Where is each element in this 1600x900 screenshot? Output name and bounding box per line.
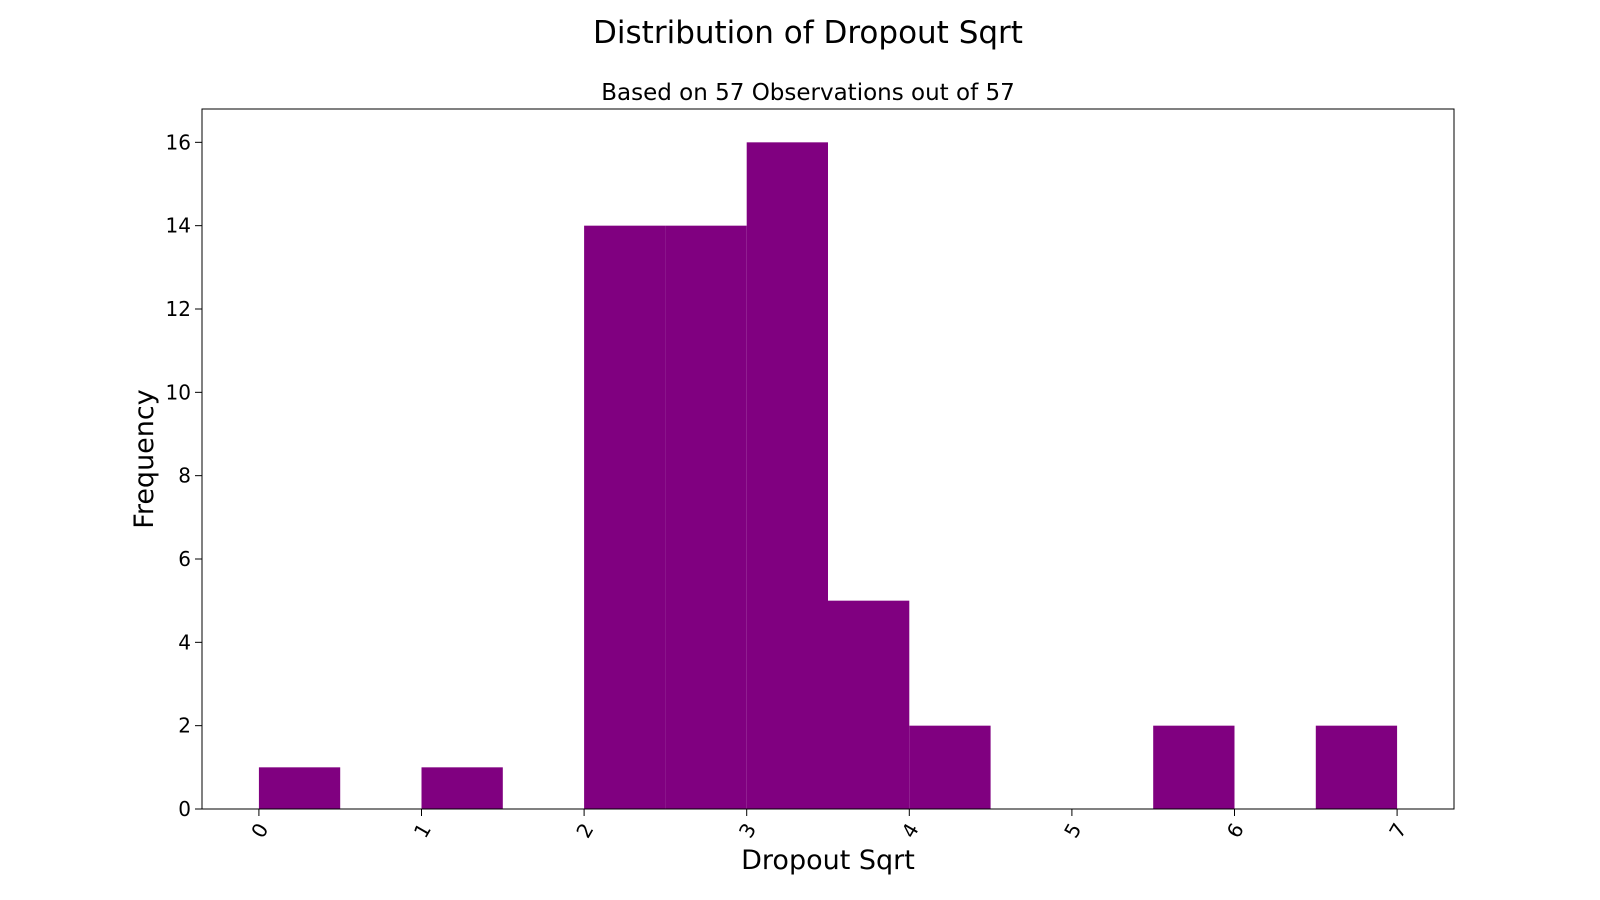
chart-title: Distribution of Dropout Sqrt xyxy=(593,15,1023,51)
x-tick-label: 7 xyxy=(1384,819,1411,842)
y-axis: 0 2 4 6 8 10 12 14 16 xyxy=(166,130,202,821)
histogram-bar xyxy=(258,767,341,809)
x-tick-label: 4 xyxy=(897,819,924,842)
y-tick-label: 12 xyxy=(166,297,191,321)
x-tick-label: 6 xyxy=(1222,819,1249,842)
x-tick-label: 5 xyxy=(1059,819,1086,842)
x-tick-label: 1 xyxy=(409,819,436,842)
y-tick-label: 4 xyxy=(178,630,191,654)
y-tick-label: 10 xyxy=(166,380,191,404)
histogram-bar xyxy=(421,767,503,809)
x-tick-label: 2 xyxy=(571,819,598,842)
histogram-bar xyxy=(1153,725,1235,809)
x-axis: 0 1 2 3 4 5 6 7 xyxy=(246,809,1411,842)
x-axis-label: Dropout Sqrt xyxy=(741,845,915,876)
chart-subtitle: Based on 57 Observations out of 57 xyxy=(601,80,1015,106)
y-tick-label: 0 xyxy=(178,797,191,821)
y-tick-label: 8 xyxy=(178,464,191,488)
histogram-bar xyxy=(909,725,991,809)
y-tick-label: 14 xyxy=(166,214,191,238)
y-tick-label: 6 xyxy=(178,547,191,571)
bars xyxy=(258,142,1398,810)
y-axis-label: Frequency xyxy=(129,389,160,529)
histogram-bar xyxy=(584,225,666,809)
histogram-bar xyxy=(828,600,910,809)
x-tick-label: 0 xyxy=(246,819,273,842)
x-tick-label: 3 xyxy=(734,819,761,842)
plot-frame xyxy=(201,108,1455,810)
histogram-bar xyxy=(746,142,828,810)
y-tick-label: 2 xyxy=(178,714,191,738)
histogram-bar xyxy=(665,225,747,809)
y-tick-label: 16 xyxy=(166,130,191,154)
histogram-bar xyxy=(1315,725,1398,809)
